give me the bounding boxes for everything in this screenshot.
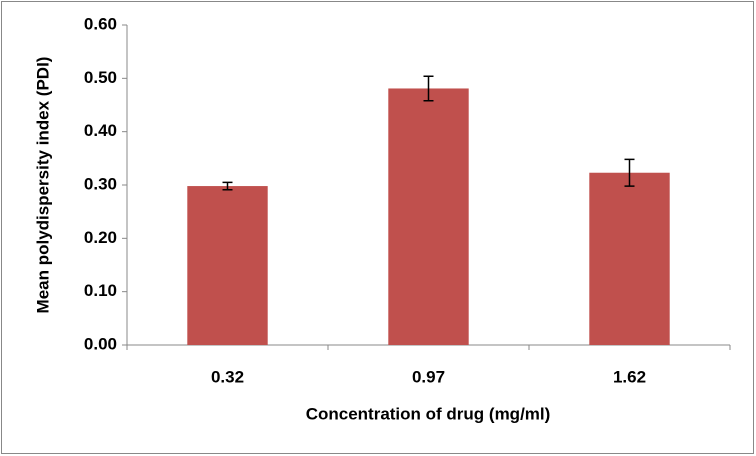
- error-bar: [423, 75, 434, 102]
- error-bar: [624, 158, 635, 187]
- bar: [187, 186, 268, 345]
- y-tick-label: 0.60: [84, 14, 117, 33]
- error-bar: [222, 181, 233, 191]
- x-tick-label: 0.32: [211, 367, 244, 386]
- y-tick-label: 0.10: [84, 281, 117, 300]
- y-axis-title: Mean polydispersity index (PDI): [33, 57, 52, 314]
- y-tick-label: 0.30: [84, 174, 117, 193]
- x-tick-label: 0.97: [412, 367, 445, 386]
- x-tick-label: 1.62: [613, 367, 646, 386]
- x-axis-title: Concentration of drug (mg/ml): [306, 404, 551, 423]
- bar: [388, 88, 469, 345]
- y-tick-label: 0.40: [84, 121, 117, 140]
- y-tick-label: 0.50: [84, 68, 117, 87]
- bar: [589, 172, 670, 345]
- y-tick-label: 0.20: [84, 228, 117, 247]
- y-tick-label: 0.00: [84, 334, 117, 353]
